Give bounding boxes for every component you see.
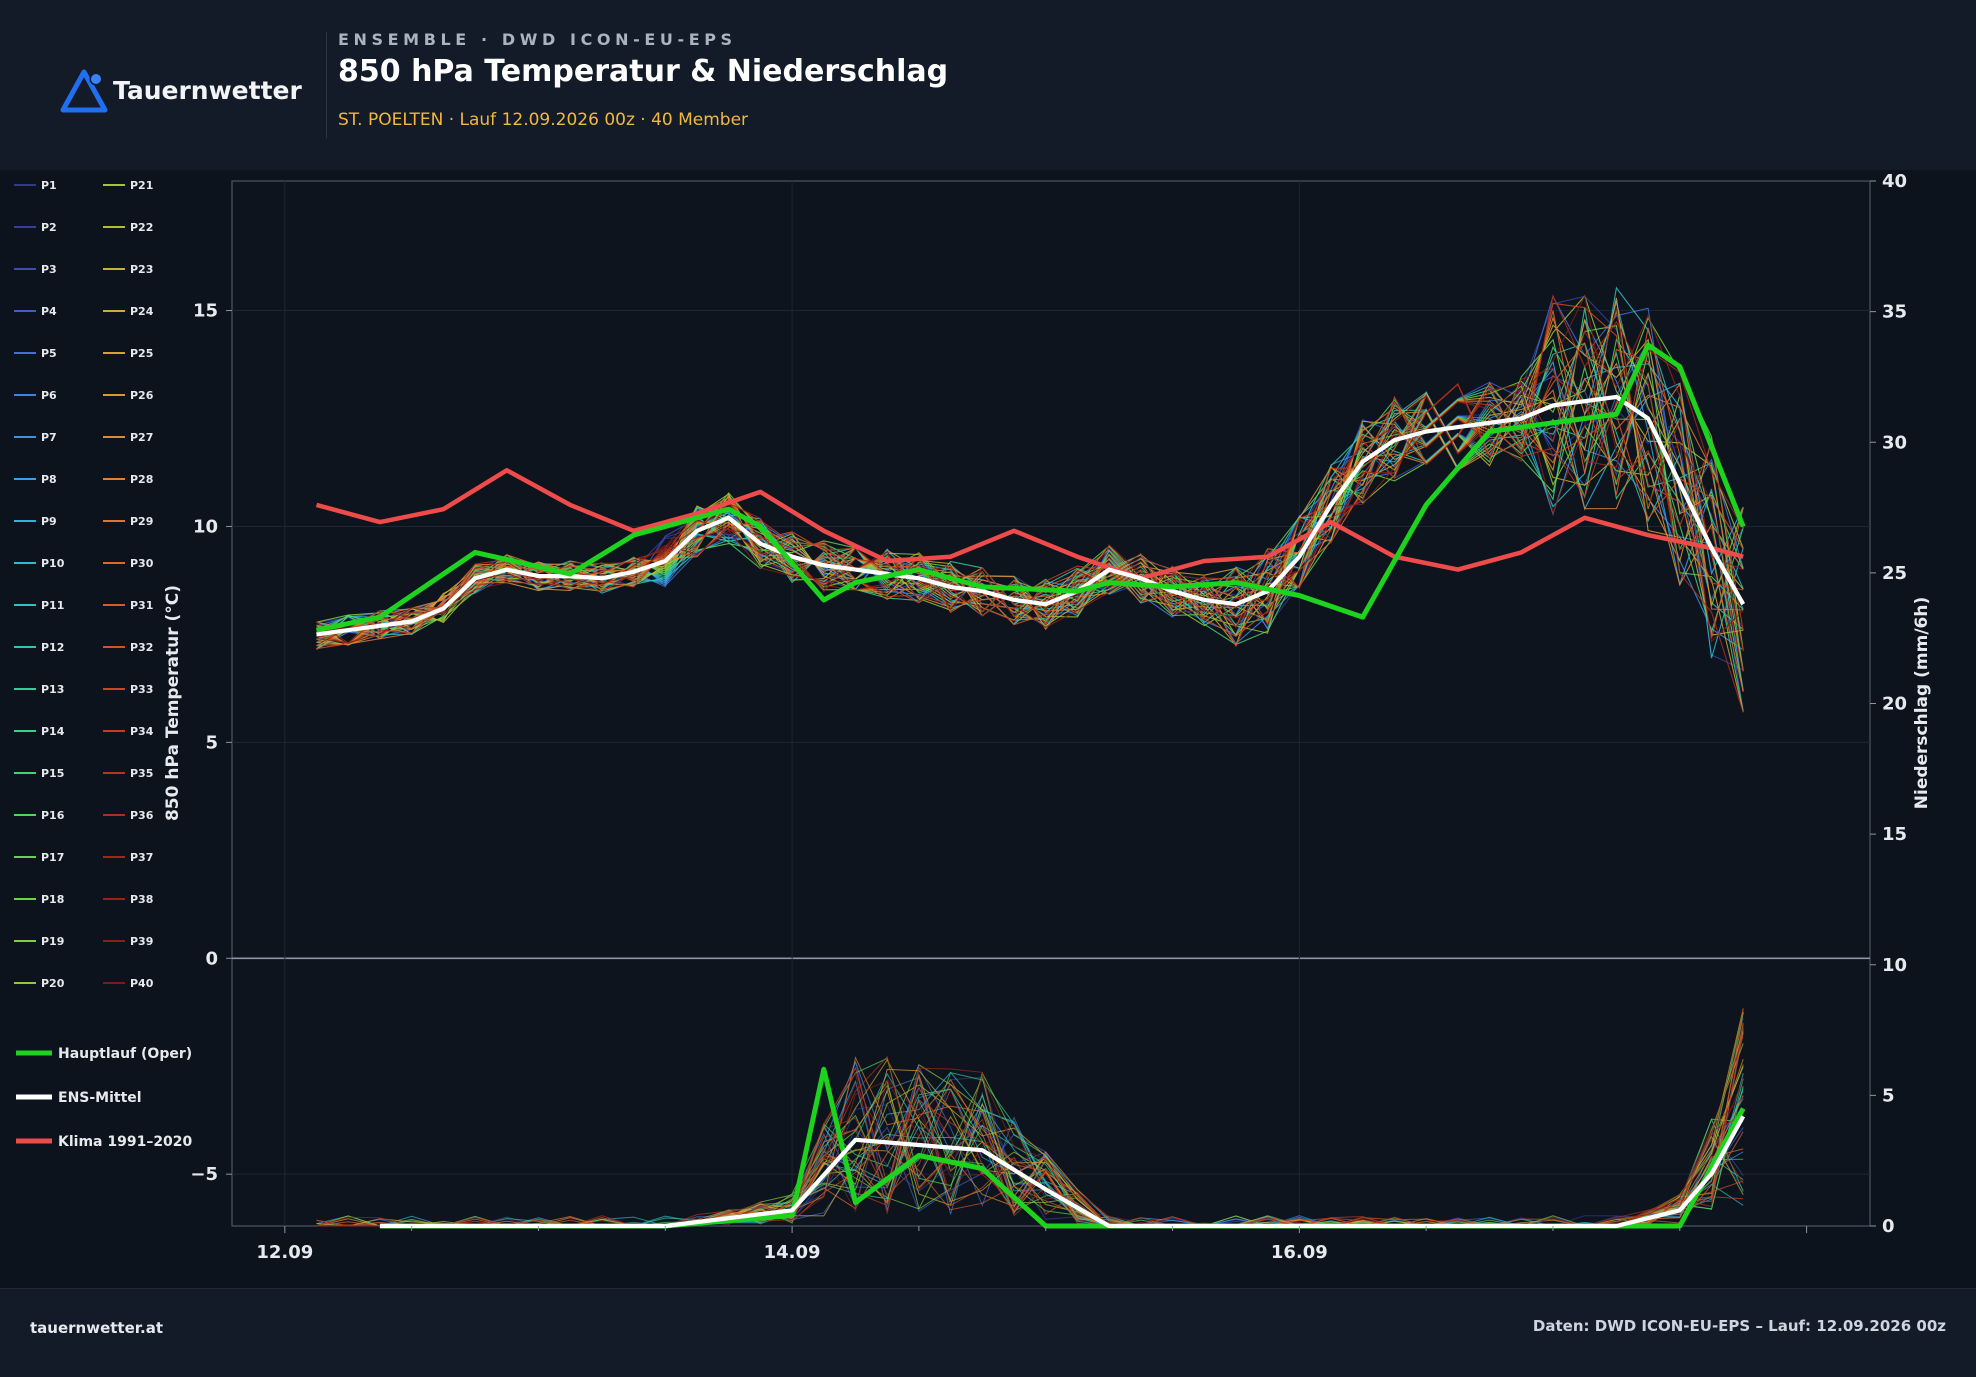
legend-label: P38 xyxy=(130,893,153,906)
y2-tick-label: 35 xyxy=(1882,302,1907,323)
member-line-p35 xyxy=(316,393,1744,672)
legend-label: P16 xyxy=(41,809,65,822)
legend-label: P23 xyxy=(130,263,153,276)
legend-label: P39 xyxy=(130,935,153,948)
legend-label: P27 xyxy=(130,431,153,444)
legend-label: P37 xyxy=(130,851,153,864)
legend-label: P12 xyxy=(41,641,64,654)
temp-line-ens-mittel xyxy=(316,394,1746,637)
legend-label: P6 xyxy=(41,389,57,402)
legend-label: P32 xyxy=(130,641,153,654)
y2-tick-label: 20 xyxy=(1882,694,1907,715)
legend-label: P20 xyxy=(41,977,65,990)
x-tick-label: 16.09 xyxy=(1271,1242,1328,1263)
legend-label: P9 xyxy=(41,515,57,528)
legend-label: P19 xyxy=(41,935,64,948)
y-tick-label: 0 xyxy=(205,948,218,969)
logo[interactable]: Tauernwetter xyxy=(60,68,302,116)
legend-label: P14 xyxy=(41,725,65,738)
legend-label: P5 xyxy=(41,347,57,360)
axes: −5 0 5 10 15 0 5 10 15 20 25 30 35 40 12.09 14.09 16.09 xyxy=(190,171,1907,1263)
y2-axis-label: Niederschlag (mm/6h) xyxy=(1912,597,1932,809)
legend-label: P30 xyxy=(130,557,154,570)
legend-label: ENS-Mittel xyxy=(58,1090,142,1106)
legend-label: Hauptlauf (Oper) xyxy=(58,1046,192,1062)
legend-label: P34 xyxy=(130,725,154,738)
legend-label: P2 xyxy=(41,221,57,234)
legend-label: P40 xyxy=(130,977,154,990)
highlight-series xyxy=(315,342,1746,1229)
legend-label: P36 xyxy=(130,809,154,822)
member-line-p25 xyxy=(316,297,1744,713)
legend-label: P10 xyxy=(41,557,65,570)
y2-tick-label: 40 xyxy=(1882,171,1907,192)
y2-tick-label: 25 xyxy=(1882,563,1907,584)
legend-label: P26 xyxy=(130,389,154,402)
x-tick-label: 12.09 xyxy=(256,1242,313,1263)
y2-tick-label: 0 xyxy=(1882,1216,1895,1237)
member-line-p39 xyxy=(316,307,1744,644)
header: Tauernwetter ENSEMBLE · DWD ICON-EU-EPS … xyxy=(0,0,1976,170)
legend-label: P21 xyxy=(130,179,153,192)
y-axis-label: 850 hPa Temperatur (°C) xyxy=(163,585,183,821)
chart-subtitle: ST. POELTEN · Lauf 12.09.2026 00z · 40 M… xyxy=(338,110,749,130)
legend-label: P28 xyxy=(130,473,153,486)
chart-kicker: ENSEMBLE · DWD ICON-EU-EPS xyxy=(338,30,737,49)
y2-tick-label: 30 xyxy=(1882,432,1907,453)
legend-label: P31 xyxy=(130,599,153,612)
grid xyxy=(232,181,1870,1226)
legend-label: P25 xyxy=(130,347,153,360)
temp-line-hauptlauf-oper xyxy=(315,342,1746,633)
legend-label: P24 xyxy=(130,305,154,318)
legend-label: P29 xyxy=(130,515,153,528)
legend-label: P3 xyxy=(41,263,57,276)
temp-line-klima-1991-2020 xyxy=(315,468,1744,581)
legend-label: P17 xyxy=(41,851,64,864)
brand-name: Tauernwetter xyxy=(113,76,302,105)
header-divider xyxy=(326,32,327,138)
legend-label: P8 xyxy=(41,473,57,486)
member-line-p26 xyxy=(316,319,1744,637)
legend: P1 P2 P3 P4 P5 P6 P7 P8 P9 P10 P11 P12 P13 P14 P15 P16 P… xyxy=(14,179,193,1150)
y2-tick-label: 15 xyxy=(1882,824,1907,845)
page-title: 850 hPa Temperatur & Niederschlag xyxy=(338,54,949,89)
mountain-logo-icon xyxy=(60,69,108,113)
legend-label: P15 xyxy=(41,767,64,780)
legend-label: P7 xyxy=(41,431,57,444)
legend-label: P11 xyxy=(41,599,64,612)
legend-label: P22 xyxy=(130,221,153,234)
legend-label: P4 xyxy=(41,305,57,318)
legend-label: Klima 1991–2020 xyxy=(58,1134,193,1150)
y-tick-label: 5 xyxy=(205,732,218,753)
footer-site-link[interactable]: tauernwetter.at xyxy=(30,1319,164,1337)
footer: tauernwetter.at Daten: DWD ICON-EU-EPS –… xyxy=(0,1288,1976,1377)
legend-label: P18 xyxy=(41,893,64,906)
legend-label: P35 xyxy=(130,767,153,780)
y2-tick-label: 5 xyxy=(1882,1085,1895,1106)
legend-label: P1 xyxy=(41,179,57,192)
y2-tick-label: 10 xyxy=(1882,955,1907,976)
y-tick-label: 15 xyxy=(193,301,218,322)
y-tick-label: 10 xyxy=(193,516,218,537)
legend-label: P33 xyxy=(130,683,153,696)
y-tick-label: −5 xyxy=(190,1164,218,1185)
legend-label: P13 xyxy=(41,683,64,696)
x-tick-label: 14.09 xyxy=(764,1242,821,1263)
footer-source: Daten: DWD ICON-EU-EPS – Lauf: 12.09.202… xyxy=(1532,1317,1946,1335)
